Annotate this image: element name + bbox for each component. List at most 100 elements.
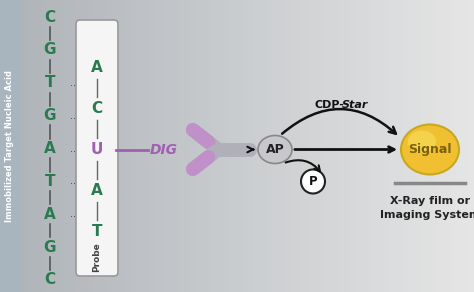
Bar: [237, 0, 244, 292]
FancyArrowPatch shape: [286, 160, 320, 171]
Text: T: T: [45, 174, 55, 189]
Bar: [207, 0, 214, 292]
Bar: [332, 0, 339, 292]
Bar: [6, 0, 13, 292]
Bar: [320, 0, 327, 292]
Bar: [219, 0, 226, 292]
Bar: [172, 0, 179, 292]
Bar: [427, 0, 434, 292]
Text: ...: ...: [70, 209, 79, 219]
Bar: [385, 0, 392, 292]
Bar: [178, 0, 185, 292]
FancyArrowPatch shape: [282, 109, 396, 134]
Bar: [107, 0, 114, 292]
Bar: [367, 0, 374, 292]
Bar: [195, 0, 202, 292]
Bar: [183, 0, 191, 292]
Bar: [356, 0, 363, 292]
Text: G: G: [44, 42, 56, 57]
Text: T: T: [92, 225, 102, 239]
Bar: [77, 0, 84, 292]
Bar: [225, 0, 232, 292]
Bar: [41, 0, 48, 292]
FancyBboxPatch shape: [76, 20, 118, 276]
Bar: [166, 0, 173, 292]
Text: DIG: DIG: [150, 142, 178, 157]
Bar: [160, 0, 167, 292]
Bar: [284, 0, 292, 292]
Bar: [130, 0, 137, 292]
Text: ...: ...: [70, 111, 79, 121]
Bar: [148, 0, 155, 292]
Text: C: C: [45, 10, 55, 25]
Bar: [24, 0, 31, 292]
Ellipse shape: [408, 131, 436, 152]
Text: Star: Star: [342, 100, 368, 110]
Bar: [95, 0, 102, 292]
Text: A: A: [44, 207, 56, 222]
Bar: [456, 0, 463, 292]
Text: C: C: [91, 101, 102, 116]
Bar: [420, 0, 428, 292]
Bar: [65, 0, 72, 292]
Bar: [59, 0, 66, 292]
Bar: [409, 0, 416, 292]
Bar: [403, 0, 410, 292]
Bar: [0, 0, 20, 292]
Bar: [373, 0, 380, 292]
Bar: [462, 0, 469, 292]
Text: ...: ...: [70, 176, 79, 186]
Bar: [100, 0, 108, 292]
Bar: [0, 0, 7, 292]
Bar: [47, 0, 55, 292]
Text: Signal: Signal: [408, 143, 452, 156]
Bar: [243, 0, 250, 292]
Bar: [444, 0, 451, 292]
Bar: [118, 0, 126, 292]
Bar: [314, 0, 321, 292]
Bar: [124, 0, 131, 292]
Text: G: G: [44, 240, 56, 255]
Text: ...: ...: [70, 78, 79, 88]
Bar: [213, 0, 220, 292]
Bar: [290, 0, 297, 292]
Bar: [255, 0, 262, 292]
Bar: [278, 0, 285, 292]
Circle shape: [301, 169, 325, 194]
Bar: [296, 0, 303, 292]
Bar: [136, 0, 143, 292]
Text: CDP-: CDP-: [315, 100, 345, 110]
Bar: [468, 0, 474, 292]
Bar: [112, 0, 119, 292]
Bar: [308, 0, 315, 292]
Text: P: P: [309, 175, 317, 188]
Bar: [397, 0, 404, 292]
Bar: [326, 0, 333, 292]
Bar: [361, 0, 368, 292]
Bar: [89, 0, 96, 292]
Bar: [231, 0, 238, 292]
Bar: [29, 0, 36, 292]
Text: Immobilized Target Nucleic Acid: Immobilized Target Nucleic Acid: [6, 70, 15, 222]
Text: C: C: [45, 272, 55, 288]
Bar: [391, 0, 398, 292]
Bar: [71, 0, 78, 292]
Bar: [349, 0, 356, 292]
Text: ...: ...: [70, 143, 79, 154]
Bar: [142, 0, 149, 292]
Bar: [438, 0, 446, 292]
Bar: [249, 0, 256, 292]
Bar: [18, 0, 25, 292]
Text: AP: AP: [265, 143, 284, 156]
Bar: [53, 0, 60, 292]
Text: A: A: [91, 183, 103, 198]
Bar: [36, 0, 43, 292]
Bar: [266, 0, 273, 292]
Bar: [190, 0, 197, 292]
Text: A: A: [44, 141, 56, 156]
Text: G: G: [44, 108, 56, 123]
Bar: [337, 0, 345, 292]
Bar: [302, 0, 309, 292]
Text: U: U: [91, 142, 103, 157]
Bar: [201, 0, 209, 292]
